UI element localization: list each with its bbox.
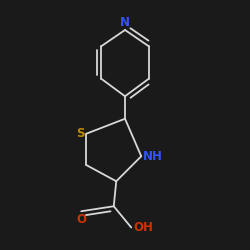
Text: NH: NH xyxy=(143,150,163,163)
Text: N: N xyxy=(120,16,130,29)
Text: O: O xyxy=(76,213,86,226)
Text: S: S xyxy=(76,127,84,140)
Text: OH: OH xyxy=(133,221,153,234)
